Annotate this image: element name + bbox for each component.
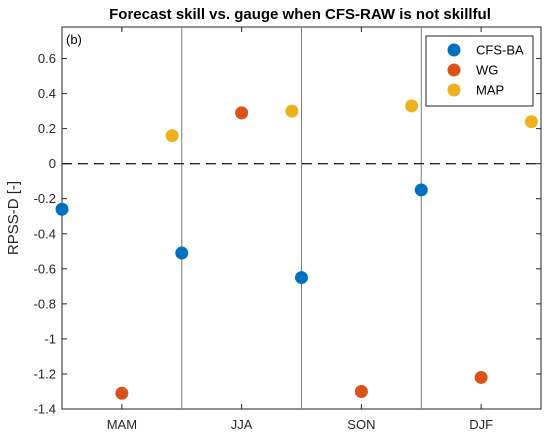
legend-marker <box>447 63 461 77</box>
y-tick-label: 0.6 <box>38 51 56 66</box>
y-tick-label: 0.4 <box>38 86 56 101</box>
legend-label: CFS-BA <box>476 43 524 58</box>
y-tick-label: -1 <box>44 331 56 346</box>
data-point-map <box>405 99 419 113</box>
y-tick-label: 0.2 <box>38 121 56 136</box>
y-tick-label: -0.2 <box>34 191 56 206</box>
data-point-wg <box>474 370 488 384</box>
category-separators <box>181 27 422 409</box>
y-tick-label: -0.8 <box>34 296 56 311</box>
legend-box <box>425 35 534 107</box>
x-tick-label: MAM <box>107 417 137 432</box>
y-tick-label: -0.4 <box>34 226 56 241</box>
data-points <box>55 99 538 400</box>
legend-marker <box>447 83 461 97</box>
x-axis: MAM JJA SON DJF <box>107 27 493 432</box>
x-tick-label: DJF <box>469 417 493 432</box>
panel-label: (b) <box>66 32 82 47</box>
y-tick-label: -0.6 <box>34 261 56 276</box>
data-point-wg <box>235 106 249 120</box>
data-point-cfs-ba <box>175 246 189 260</box>
y-axis: 0.6 0.4 0.2 0 -0.2 -0.4 -0.6 -0.8 -1 -1.2 -1.4 <box>34 51 541 417</box>
legend-label: WG <box>476 63 498 78</box>
chart-title: Forecast skill vs. gauge when CFS-RAW is… <box>109 6 491 23</box>
x-tick-label: SON <box>347 417 375 432</box>
data-point-wg <box>354 384 368 398</box>
y-axis-label: RPSS-D [-] <box>5 181 22 255</box>
legend-marker <box>447 43 461 57</box>
data-point-cfs-ba <box>55 202 69 216</box>
data-point-cfs-ba <box>295 271 308 285</box>
data-point-cfs-ba <box>414 183 428 197</box>
x-tick-label: JJA <box>231 417 253 432</box>
y-tick-label: -1.4 <box>34 402 56 417</box>
data-point-map <box>524 115 538 129</box>
data-point-map <box>285 104 299 118</box>
y-tick-label: -1.2 <box>34 366 56 381</box>
data-point-wg <box>115 386 129 400</box>
legend-label: MAP <box>476 83 504 98</box>
data-point-map <box>165 129 179 143</box>
y-tick-label: 0 <box>49 156 56 171</box>
legend: CFS-BA WG MAP <box>425 35 534 107</box>
